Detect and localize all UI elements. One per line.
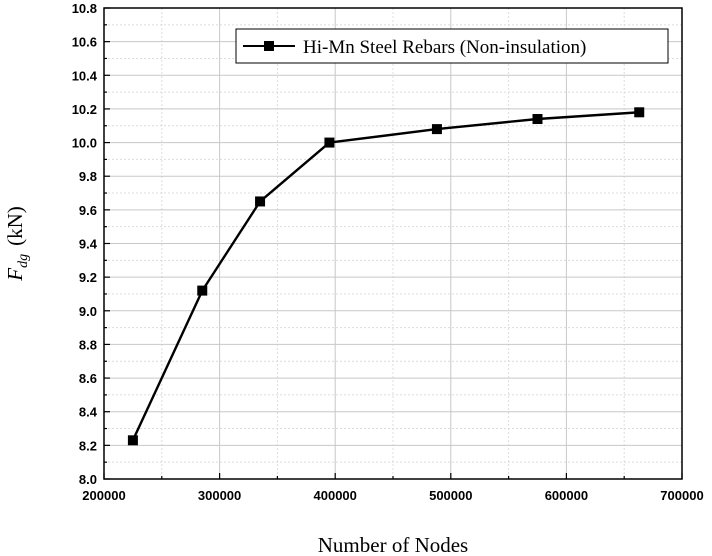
x-tick-label: 400000: [314, 488, 357, 503]
x-axis-tick-labels: 200000 300000 400000 500000 600000 700000: [82, 488, 703, 503]
x-axis-title: Number of Nodes: [318, 533, 468, 556]
y-tick-label: 9.0: [79, 304, 97, 319]
x-tick-label: 300000: [198, 488, 241, 503]
y-tick-label: 9.8: [79, 169, 97, 184]
legend-box: [235, 28, 669, 64]
y-tick-label: 10.4: [72, 68, 98, 83]
y-axis-title: Fdg (kN): [3, 206, 31, 281]
axis-ticks: [103, 7, 683, 480]
x-tick-label: 700000: [660, 488, 703, 503]
y-tick-label: 10.8: [72, 1, 97, 16]
legend-label: Hi-Mn Steel Rebars (Non-insulation): [303, 37, 586, 58]
data-point-marker: [255, 196, 266, 207]
legend: Hi-Mn Steel Rebars (Non-insulation): [235, 28, 669, 64]
y-tick-label: 8.8: [79, 337, 97, 352]
legend-square-marker: [264, 41, 274, 51]
data-point-marker: [532, 114, 543, 125]
data-point-marker: [431, 124, 442, 135]
data-point-marker: [634, 107, 645, 118]
x-tick-label: 500000: [429, 488, 472, 503]
x-tick-label: 600000: [545, 488, 588, 503]
y-tick-label: 9.2: [79, 270, 97, 285]
y-tick-label: 9.6: [79, 203, 97, 218]
y-axis-unit: (kN): [3, 206, 27, 246]
y-axis-subscript: dg: [16, 254, 31, 268]
y-tick-label: 8.2: [79, 438, 97, 453]
y-tick-label: 9.4: [79, 237, 98, 252]
data-point-marker: [197, 285, 208, 296]
y-axis-tick-labels: 8.0 8.2 8.4 8.6 8.8 9.0 9.2 9.4 9.6 9.8 10.0 10.2 10…: [72, 1, 98, 487]
y-tick-label: 8.6: [79, 371, 97, 386]
grid-lines: [104, 8, 682, 479]
data-point-marker: [127, 435, 138, 446]
data-point-marker: [324, 137, 335, 148]
series-layer: [127, 107, 645, 446]
y-tick-label: 10.2: [72, 102, 97, 117]
y-tick-label: 8.0: [79, 472, 97, 487]
y-tick-label: 10.0: [72, 136, 97, 151]
y-tick-label: 10.6: [72, 35, 97, 50]
x-tick-label: 200000: [82, 488, 125, 503]
y-tick-label: 8.4: [79, 405, 98, 420]
series-line: [131, 111, 640, 441]
y-axis-symbol: F: [3, 268, 27, 282]
